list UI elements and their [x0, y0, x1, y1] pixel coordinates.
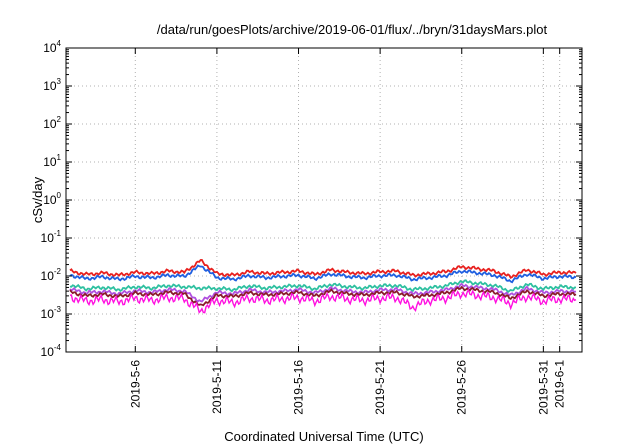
ticks [66, 47, 582, 353]
x-tick-label: 2019-5-26 [455, 360, 469, 415]
x-tick-label: 2019-5-16 [292, 360, 306, 415]
plot-frame [65, 47, 583, 353]
x-tick-label: 2019-5-6 [128, 360, 142, 408]
x-tick-label: 2019-5-21 [373, 360, 387, 415]
series-line-2 [69, 264, 577, 284]
x-tick-label: 2019-5-11 [210, 360, 224, 414]
series-line-4 [69, 282, 577, 303]
y-tick-label: 101 [43, 153, 61, 169]
series-line-3 [69, 279, 577, 294]
series-layer [69, 258, 577, 314]
y-tick-label: 10-4 [41, 343, 62, 359]
y-tick-label: 102 [43, 115, 61, 131]
y-tick-label: 10-3 [41, 305, 62, 321]
series-line-1 [69, 258, 577, 279]
chart-title: /data/run/goesPlots/archive/2019-06-01/f… [157, 22, 548, 37]
x-tick-label: 2019-6-1 [553, 360, 567, 408]
series-line-6 [69, 288, 577, 314]
y-tick-label: 104 [43, 39, 61, 55]
y-tick-label: 103 [43, 77, 61, 93]
y-tick-labels: 104 103 102 101 100 10-1 10-2 10-3 10-4 [41, 39, 62, 359]
y-tick-label: 10-2 [41, 267, 62, 283]
x-tick-labels: 2019-5-6 2019-5-11 2019-5-16 2019-5-21 2019-… [128, 360, 566, 415]
grid [66, 48, 582, 352]
y-axis-label: cSv/day [30, 176, 45, 223]
y-tick-label: 100 [43, 191, 61, 207]
y-tick-label: 10-1 [41, 229, 62, 245]
x-tick-label: 2019-5-31 [536, 360, 550, 415]
x-axis-label: Coordinated Universal Time (UTC) [224, 429, 423, 444]
